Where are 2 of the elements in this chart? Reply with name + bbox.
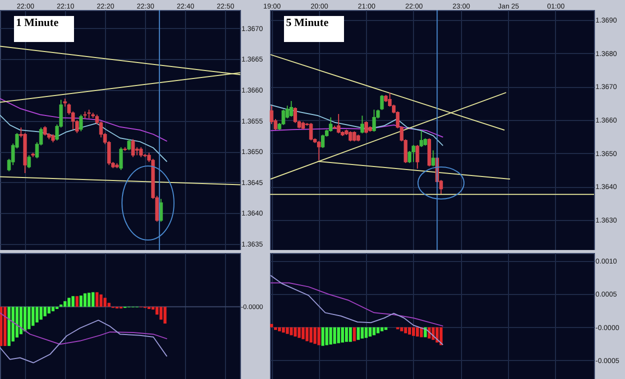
text: 1 Minute [14, 16, 74, 42]
text: 5 Minute [284, 16, 344, 42]
